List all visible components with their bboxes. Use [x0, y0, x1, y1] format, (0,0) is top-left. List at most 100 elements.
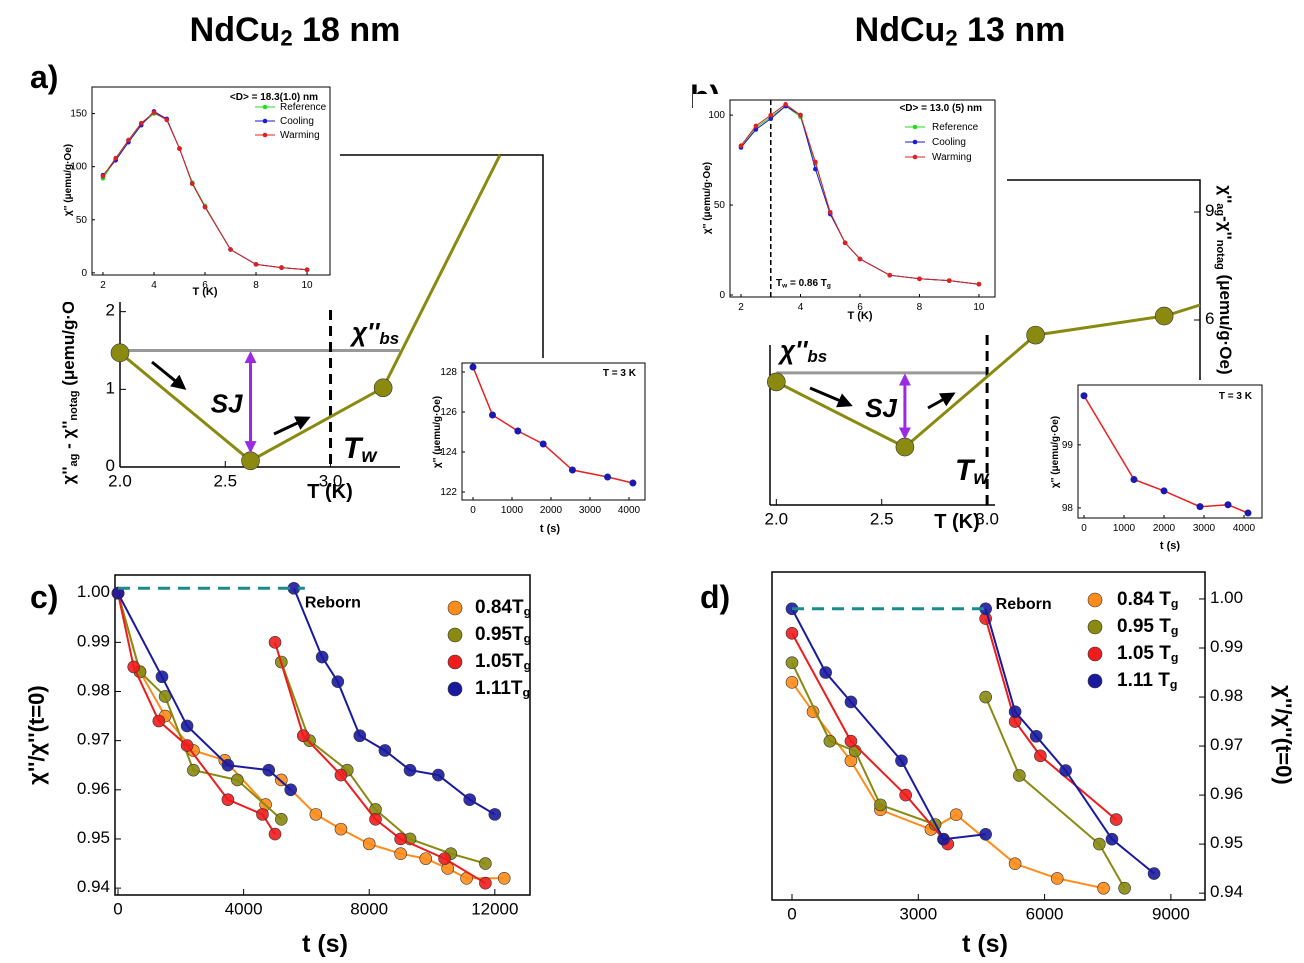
- data-point: [221, 758, 235, 772]
- data-point: [126, 137, 131, 143]
- y-tick-label: 128: [440, 367, 457, 378]
- data-point: [177, 146, 182, 151]
- text-part: <D> = 18.3(1.0) nm: [230, 92, 318, 103]
- data-point: [164, 117, 170, 123]
- x-tick-label: 8000: [350, 900, 388, 919]
- direction-arrow: [273, 416, 311, 436]
- text-part: χ'' (μemu/g·Oe): [1050, 416, 1061, 488]
- data-point: [419, 852, 433, 865]
- y-tick-label: 122: [440, 487, 457, 498]
- data-point: [479, 876, 492, 890]
- data-point: [819, 666, 832, 679]
- text-part: - χ'': [59, 421, 78, 454]
- data-point: [568, 466, 576, 474]
- annotation: <D> = 13.0 (5) nm: [899, 103, 982, 114]
- text-part: 4000: [225, 900, 263, 919]
- plot-frame: [91, 86, 331, 276]
- series-line: [1083, 395, 1249, 514]
- text-part: 0.99: [1210, 637, 1243, 656]
- data-point: [463, 793, 477, 806]
- text-part: 18 nm: [293, 11, 401, 49]
- data-point: [1196, 503, 1204, 511]
- x-tick-label: 0: [1081, 523, 1087, 534]
- data-point: [369, 813, 382, 826]
- text-part: 1.00: [1210, 588, 1243, 607]
- panel-title: NdCu2 18 nm: [190, 11, 401, 51]
- text-part: ag: [68, 453, 80, 466]
- text-part: T = 3 K: [1219, 391, 1253, 402]
- text-part: 9000: [1152, 905, 1190, 924]
- data-point: [334, 768, 348, 782]
- text-part: χ'': [777, 335, 808, 365]
- data-point: [1080, 392, 1088, 400]
- text-part: Cooling: [932, 137, 966, 148]
- x-tick-label: 10: [301, 280, 313, 291]
- data-point: [279, 265, 284, 270]
- data-point: [946, 278, 952, 283]
- y-tick-label: 0.98: [1210, 687, 1243, 706]
- legend-marker: [447, 681, 463, 697]
- plot-frame: [1077, 384, 1263, 519]
- data-point: [100, 173, 106, 179]
- data-point: [767, 372, 786, 392]
- plot-frame: [729, 99, 996, 298]
- text-part: 1.11T: [475, 678, 523, 699]
- tw-label: Tw: [343, 432, 378, 467]
- text-part: bs: [379, 329, 399, 348]
- x-tick-label: 2.0: [108, 472, 132, 491]
- data-point: [309, 808, 323, 821]
- data-point: [798, 112, 803, 118]
- legend-label: 0.84 Tg: [1117, 589, 1178, 611]
- text-part: g: [1170, 678, 1178, 692]
- y-axis-label: χ'' (μemu/g·Oe): [432, 396, 443, 468]
- text-part: 0.97: [1210, 736, 1243, 755]
- text-part: 126: [440, 407, 457, 418]
- text-part: 10: [973, 302, 985, 313]
- data-point: [1029, 729, 1043, 743]
- text-part: <D> = 13.0 (5) nm: [899, 103, 982, 114]
- annotation: T = 3 K: [603, 368, 637, 379]
- legend-marker: [447, 627, 463, 643]
- text-part: 0.84T: [475, 597, 524, 618]
- text-part: Reborn: [305, 594, 361, 611]
- text-part: T = 3 K: [603, 368, 637, 379]
- text-part: SJ: [865, 393, 897, 423]
- legend-marker: [447, 600, 463, 616]
- data-point: [228, 247, 233, 252]
- data-point: [268, 827, 282, 841]
- data-point: [256, 808, 269, 821]
- data-point: [827, 209, 833, 215]
- data-point: [1013, 769, 1026, 782]
- data-point: [768, 116, 774, 122]
- data-point: [284, 783, 298, 797]
- y-tick-label: 50: [714, 200, 726, 211]
- text-part: 99: [1062, 440, 1074, 451]
- data-point: [187, 763, 200, 777]
- text-part: 0: [81, 268, 87, 279]
- x-tick-label: 4000: [225, 900, 263, 919]
- panel-label: a): [30, 59, 58, 95]
- text-part: 8000: [350, 900, 388, 919]
- text-part: 9: [1205, 202, 1214, 221]
- y-axis-label: χ'' (μemu/g·Oe): [63, 144, 74, 216]
- text-part: T (K): [847, 310, 872, 322]
- text-part: 50: [76, 214, 88, 225]
- data-point: [753, 127, 759, 132]
- x-tick-label: 2000: [1153, 523, 1176, 534]
- data-point: [785, 626, 799, 640]
- text-part: Cooling: [280, 116, 314, 127]
- text-part: g: [1171, 651, 1179, 665]
- text-part: 0: [470, 505, 476, 516]
- y-tick-label: 9: [1205, 202, 1214, 221]
- data-point: [937, 832, 950, 846]
- x-tick-label: 0: [113, 900, 122, 919]
- x-tick-label: 4: [151, 280, 157, 291]
- text-part: 50: [714, 200, 726, 211]
- y-tick-label: 100: [708, 110, 725, 121]
- data-point: [438, 852, 451, 865]
- text-part: 122: [440, 487, 457, 498]
- text-part: 3.0: [319, 472, 343, 491]
- legend-label: 1.11 Tg: [1117, 670, 1177, 692]
- inset-background: [58, 80, 338, 302]
- text-part: 2: [280, 26, 292, 51]
